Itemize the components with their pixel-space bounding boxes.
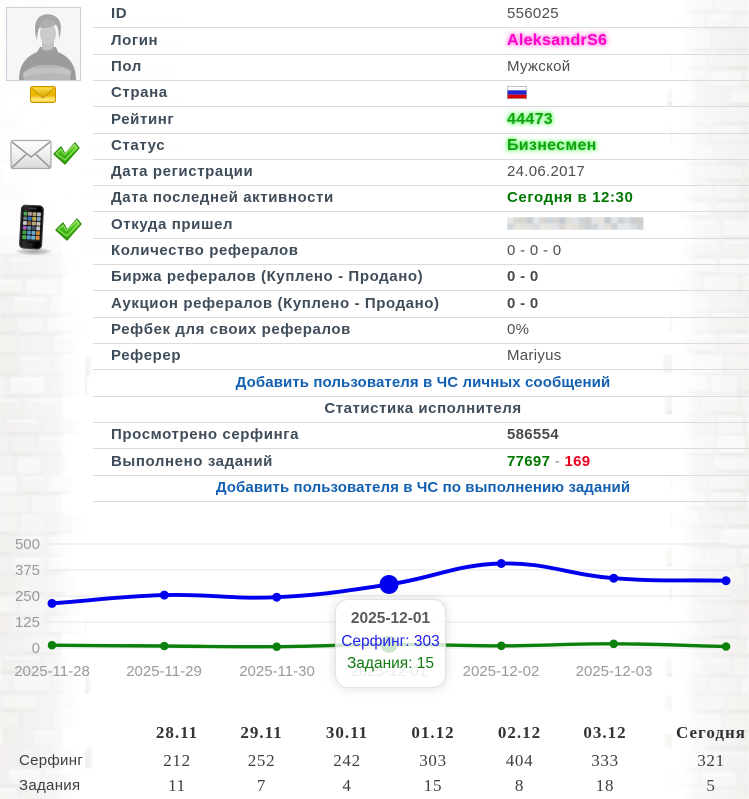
svg-text:0: 0: [32, 640, 40, 657]
svg-text:2025-11-29: 2025-11-29: [126, 663, 202, 680]
svg-text:500: 500: [15, 536, 40, 553]
svg-text:2025-11-30: 2025-11-30: [239, 663, 315, 680]
svg-text:125: 125: [15, 614, 40, 631]
svg-text:250: 250: [15, 588, 40, 605]
svg-text:375: 375: [15, 562, 40, 579]
svg-text:2025-12-03: 2025-12-03: [576, 663, 653, 680]
svg-text:2025-11-28: 2025-11-28: [14, 663, 90, 680]
svg-text:2025-12-02: 2025-12-02: [463, 663, 540, 680]
